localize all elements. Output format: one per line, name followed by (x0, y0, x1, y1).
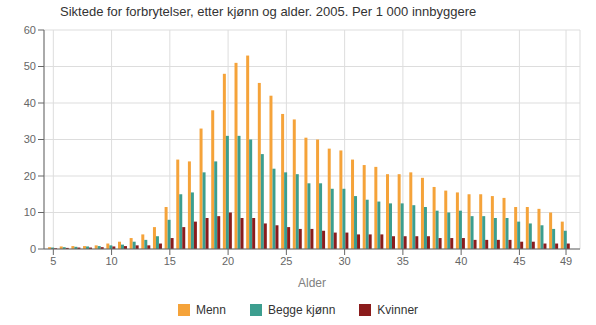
svg-text:0: 0 (30, 243, 36, 255)
svg-text:40: 40 (455, 255, 467, 267)
html-text:Menn: Menn (195, 303, 226, 317)
svg-text:30: 30 (24, 133, 36, 145)
html-text:Kvinner: Kvinner (377, 303, 418, 317)
svg-text:45: 45 (513, 255, 525, 267)
svg-text:60: 60 (24, 24, 36, 36)
svg-text:5: 5 (50, 255, 56, 267)
svg-text:20: 20 (222, 255, 234, 267)
svg-text:50: 50 (24, 60, 36, 72)
html-text:Siktede for forbrytelser, ette: Siktede for forbrytelser, etter kjønn og… (60, 4, 477, 19)
svg-text:20: 20 (24, 170, 36, 182)
svg-text:49: 49 (560, 255, 572, 267)
svg-text:25: 25 (280, 255, 292, 267)
svg-text:30: 30 (339, 255, 351, 267)
svg-text:Alder: Alder (298, 276, 326, 290)
svg-text:15: 15 (164, 255, 176, 267)
svg-text:40: 40 (24, 97, 36, 109)
svg-text:35: 35 (397, 255, 409, 267)
svg-text:10: 10 (105, 255, 117, 267)
svg-text:10: 10 (24, 206, 36, 218)
html-text:Begge kjønn: Begge kjønn (268, 303, 336, 317)
